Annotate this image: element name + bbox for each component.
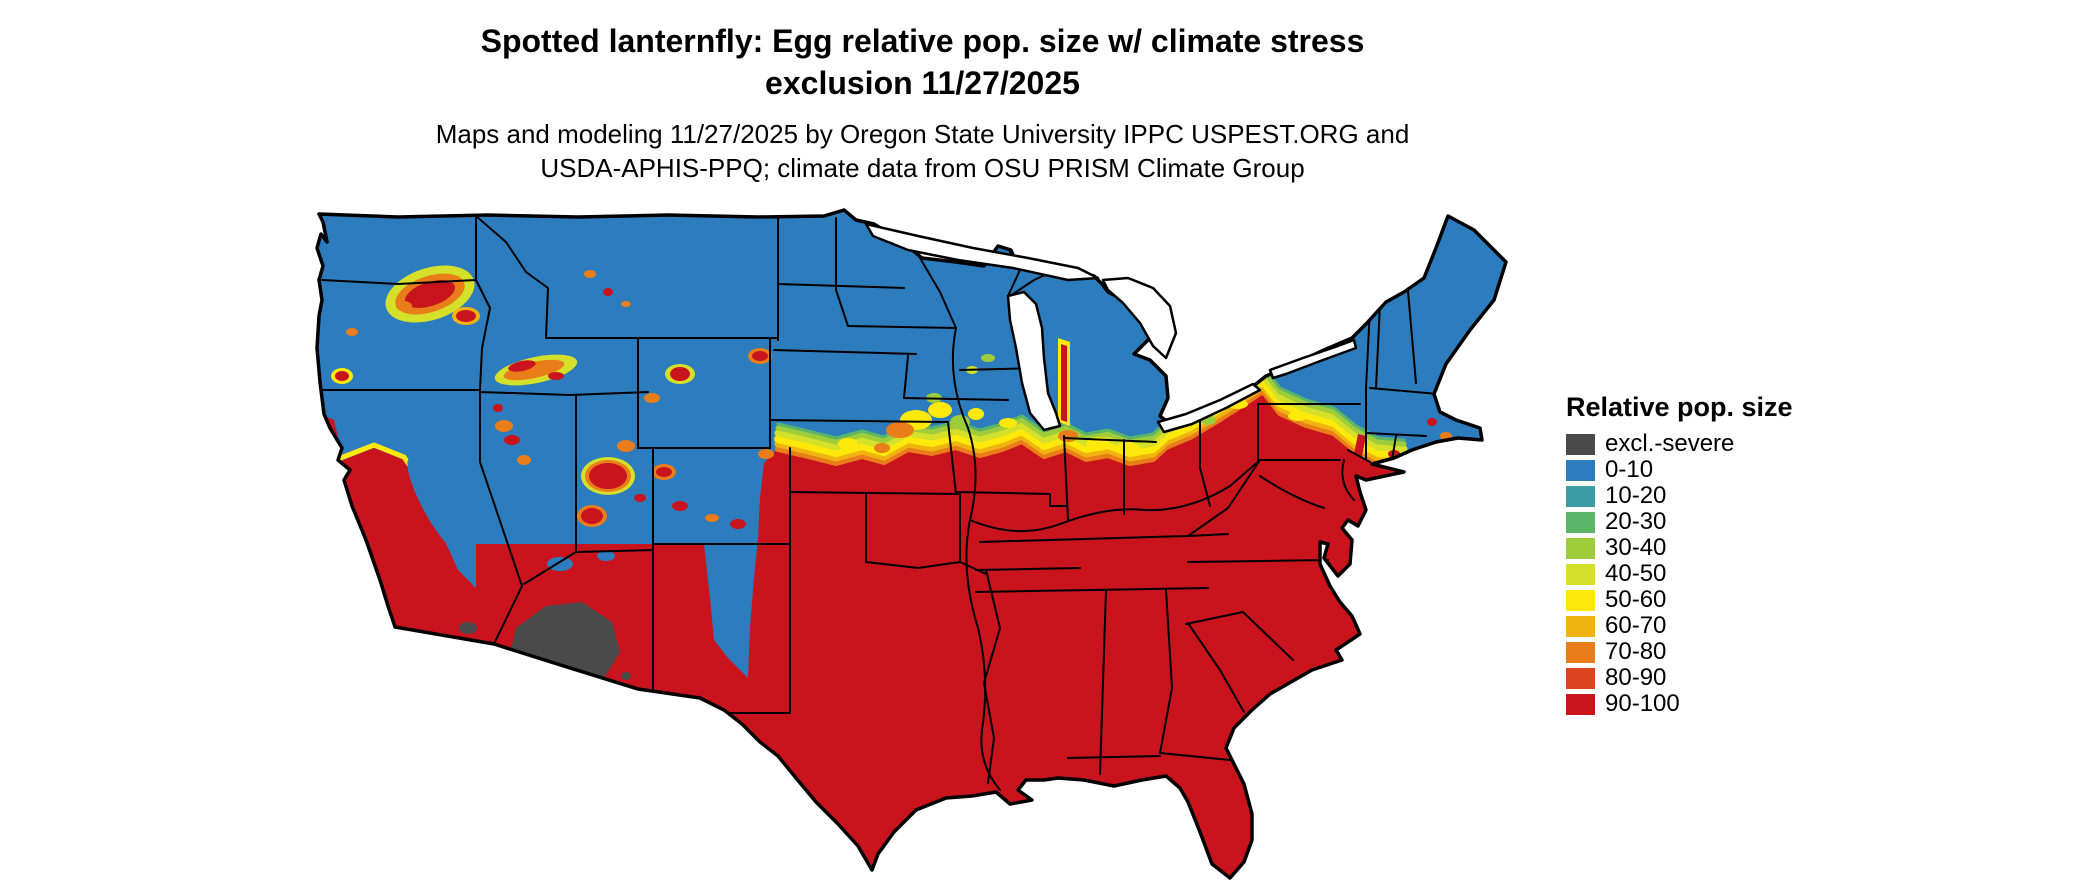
mountain-low-patches [407,457,615,571]
legend-label: 70-80 [1605,638,1667,665]
legend-label: 30-40 [1605,534,1667,561]
legend-item-r80: 80-90 [1566,664,1866,691]
legend-label: 90-100 [1605,690,1680,717]
legend-swatch [1566,563,1595,585]
lake-huron [1101,276,1178,360]
michigan-shore-core [1061,344,1067,422]
legend-swatch [1566,615,1595,637]
legend-label: 40-50 [1605,560,1667,587]
page-subtitle-line2: USDA-APHIS-PPQ; climate data from OSU PR… [540,153,1305,184]
legend-item-r50: 50-60 [1566,586,1866,613]
legend-items: excl.-severe 0-10 10-20 20-30 30-40 40-50 50-6… [1566,430,1866,717]
legend-swatch [1566,537,1595,559]
legend-item-r90: 90-100 [1566,690,1866,717]
legend-title: Relative pop. size [1566,392,1793,422]
legend-swatch [1566,667,1595,689]
legend-swatch [1566,485,1595,507]
legend-item-r40: 40-50 [1566,560,1866,587]
legend-item-r30: 30-40 [1566,534,1866,561]
legend: Relative pop. size excl.-severe 0-10 10-20… [1566,392,1866,719]
legend-item-r60: 60-70 [1566,612,1866,639]
legend-swatch [1566,433,1595,455]
map-canvas [315,208,1508,880]
legend-label: excl.-severe [1605,430,1735,457]
legend-label: 10-20 [1605,482,1667,509]
legend-label: 50-60 [1605,586,1667,613]
legend-item-r0: 0-10 [1566,456,1866,483]
state-borders [319,215,1439,791]
page-title: Spotted lanternfly: Egg relative pop. si… [0,20,1845,104]
legend-swatch [1566,641,1595,663]
great-lakes [864,222,1358,434]
legend-item-r20: 20-30 [1566,508,1866,535]
scattered-climate-patches [331,265,1452,878]
legend-swatch [1566,589,1595,611]
hudson-valley-patch [1352,434,1366,466]
legend-item-excl: excl.-severe [1566,430,1866,457]
title-block: Spotted lanternfly: Egg relative pop. si… [0,20,1845,186]
page-title-line1: Spotted lanternfly: Egg relative pop. si… [480,23,1365,59]
legend-swatch [1566,459,1595,481]
legend-swatch [1566,511,1595,533]
legend-label: 60-70 [1605,612,1667,639]
legend-item-r70: 70-80 [1566,638,1866,665]
legend-item-r10: 10-20 [1566,482,1866,509]
lake-erie [1156,382,1262,434]
legend-swatch [1566,693,1595,715]
us-climate-map [308,208,1520,884]
legend-label: 20-30 [1605,508,1667,535]
region-california-high [338,448,494,644]
lake-michigan [1006,290,1062,432]
page-title-line2: exclusion 11/27/2025 [765,65,1080,102]
lake-ontario [1268,338,1358,380]
page-subtitle: Maps and modeling 11/27/2025 by Oregon S… [0,118,1845,186]
page-subtitle-line1: Maps and modeling 11/27/2025 by Oregon S… [435,119,1410,150]
legend-label: 80-90 [1605,664,1667,691]
legend-label: 0-10 [1605,456,1654,483]
lake-superior [864,222,1100,282]
